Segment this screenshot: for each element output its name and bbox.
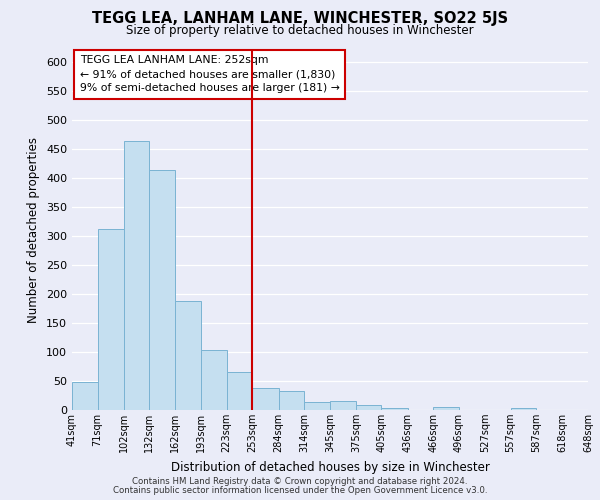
Bar (511, 408, 536, 410)
Bar (227, 372, 252, 410)
Bar (356, 406, 382, 410)
Text: Size of property relative to detached houses in Winchester: Size of property relative to detached ho… (126, 24, 474, 37)
Bar (175, 301, 201, 410)
Bar (304, 402, 331, 410)
Bar (433, 407, 459, 410)
Bar (72, 382, 98, 410)
Text: TEGG LEA, LANHAM LANE, WINCHESTER, SO22 5JS: TEGG LEA, LANHAM LANE, WINCHESTER, SO22 … (92, 11, 508, 26)
Text: Contains public sector information licensed under the Open Government Licence v3: Contains public sector information licen… (113, 486, 487, 495)
Bar (252, 388, 278, 410)
Y-axis label: Number of detached properties: Number of detached properties (28, 137, 40, 323)
Text: Contains HM Land Registry data © Crown copyright and database right 2024.: Contains HM Land Registry data © Crown c… (132, 477, 468, 486)
Bar (124, 140, 149, 410)
Text: TEGG LEA LANHAM LANE: 252sqm
← 91% of detached houses are smaller (1,830)
9% of : TEGG LEA LANHAM LANE: 252sqm ← 91% of de… (80, 56, 340, 94)
X-axis label: Distribution of detached houses by size in Winchester: Distribution of detached houses by size … (170, 460, 490, 473)
Bar (201, 350, 227, 410)
Bar (382, 408, 408, 410)
Bar (98, 230, 124, 410)
Bar (331, 402, 356, 410)
Bar (149, 170, 175, 410)
Bar (278, 392, 304, 410)
